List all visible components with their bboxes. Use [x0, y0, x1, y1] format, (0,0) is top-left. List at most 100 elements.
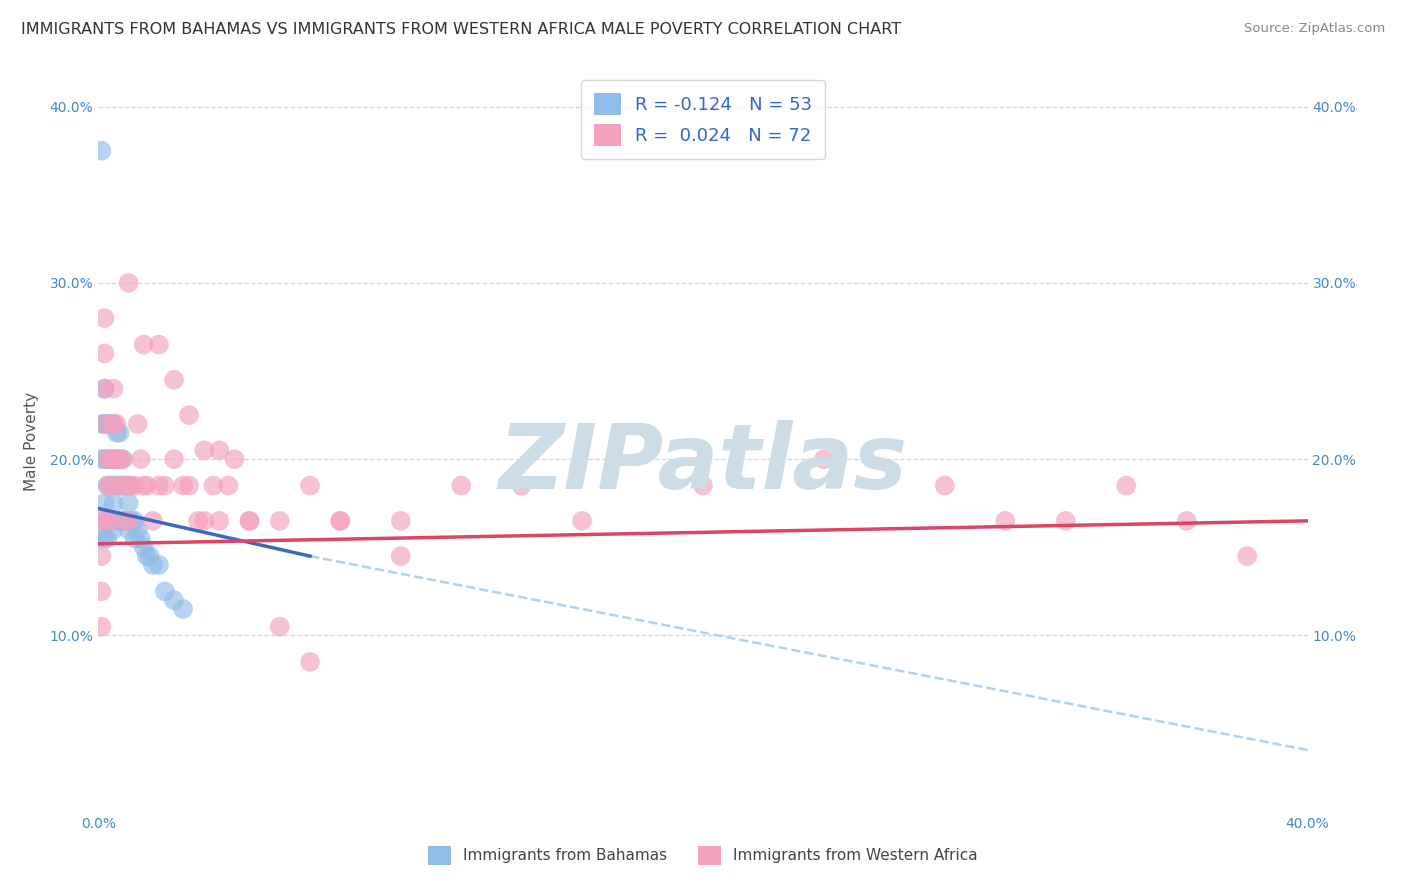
Point	[96, 417, 118, 431]
Point	[96, 452, 118, 467]
Point	[148, 478, 170, 492]
Point	[93, 452, 115, 467]
Point	[132, 337, 155, 351]
Point	[108, 425, 131, 440]
Point	[114, 478, 136, 492]
Point	[114, 514, 136, 528]
Text: ZIPatlas: ZIPatlas	[499, 420, 907, 508]
Point	[389, 514, 412, 528]
Point	[163, 593, 186, 607]
Point	[105, 452, 128, 467]
Point	[224, 452, 246, 467]
Point	[172, 478, 194, 492]
Point	[100, 478, 122, 492]
Point	[239, 514, 262, 528]
Point	[1115, 478, 1137, 492]
Point	[193, 514, 215, 528]
Point	[100, 417, 122, 431]
Point	[93, 346, 115, 360]
Point	[129, 452, 152, 467]
Text: IMMIGRANTS FROM BAHAMAS VS IMMIGRANTS FROM WESTERN AFRICA MALE POVERTY CORRELATI: IMMIGRANTS FROM BAHAMAS VS IMMIGRANTS FR…	[21, 22, 901, 37]
Point	[103, 452, 125, 467]
Point	[163, 373, 186, 387]
Point	[96, 532, 118, 546]
Point	[179, 478, 201, 492]
Point	[994, 514, 1017, 528]
Point	[100, 452, 122, 467]
Point	[108, 478, 131, 492]
Point	[118, 276, 141, 290]
Point	[100, 514, 122, 528]
Point	[108, 514, 131, 528]
Point	[132, 541, 155, 555]
Point	[179, 408, 201, 422]
Point	[135, 478, 157, 492]
Point	[93, 382, 115, 396]
Point	[105, 417, 128, 431]
Point	[111, 514, 134, 528]
Point	[90, 532, 112, 546]
Point	[108, 452, 131, 467]
Point	[450, 478, 472, 492]
Point	[90, 584, 112, 599]
Point	[93, 417, 115, 431]
Point	[114, 514, 136, 528]
Point	[105, 452, 128, 467]
Point	[90, 452, 112, 467]
Point	[103, 478, 125, 492]
Point	[103, 523, 125, 537]
Point	[202, 478, 225, 492]
Point	[108, 478, 131, 492]
Point	[100, 478, 122, 492]
Point	[193, 443, 215, 458]
Point	[329, 514, 352, 528]
Point	[148, 558, 170, 572]
Point	[111, 478, 134, 492]
Point	[105, 425, 128, 440]
Point	[93, 532, 115, 546]
Point	[90, 417, 112, 431]
Point	[208, 443, 231, 458]
Point	[1236, 549, 1258, 563]
Point	[510, 478, 533, 492]
Point	[103, 417, 125, 431]
Point	[135, 549, 157, 563]
Point	[121, 514, 143, 528]
Point	[127, 417, 149, 431]
Point	[103, 496, 125, 510]
Point	[813, 452, 835, 467]
Point	[239, 514, 262, 528]
Point	[93, 311, 115, 326]
Point	[934, 478, 956, 492]
Point	[163, 452, 186, 467]
Point	[93, 417, 115, 431]
Point	[571, 514, 593, 528]
Point	[142, 514, 165, 528]
Point	[1054, 514, 1077, 528]
Point	[105, 478, 128, 492]
Point	[129, 532, 152, 546]
Point	[187, 514, 209, 528]
Point	[132, 478, 155, 492]
Point	[100, 452, 122, 467]
Point	[118, 478, 141, 492]
Point	[389, 549, 412, 563]
Point	[124, 532, 146, 546]
Point	[153, 584, 176, 599]
Legend: Immigrants from Bahamas, Immigrants from Western Africa: Immigrants from Bahamas, Immigrants from…	[422, 840, 984, 871]
Point	[299, 478, 322, 492]
Point	[111, 478, 134, 492]
Point	[96, 514, 118, 528]
Point	[93, 382, 115, 396]
Point	[269, 514, 291, 528]
Point	[96, 452, 118, 467]
Point	[299, 655, 322, 669]
Point	[124, 478, 146, 492]
Point	[96, 514, 118, 528]
Point	[142, 558, 165, 572]
Point	[96, 478, 118, 492]
Point	[118, 496, 141, 510]
Point	[118, 478, 141, 492]
Point	[121, 478, 143, 492]
Point	[269, 619, 291, 633]
